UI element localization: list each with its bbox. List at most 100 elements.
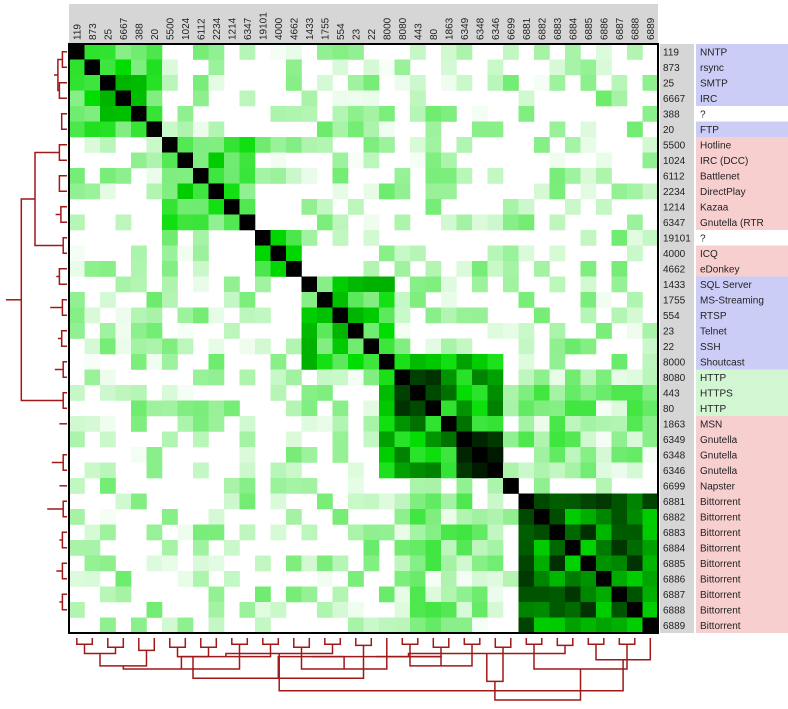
column-dendrogram-link	[494, 669, 582, 701]
heatmap-cell	[394, 509, 411, 525]
heatmap-cell	[332, 400, 349, 417]
heatmap-cell	[425, 462, 442, 479]
row-dendrogram-link	[62, 361, 67, 379]
heatmap-cell	[580, 385, 597, 401]
heatmap-cell	[518, 617, 535, 634]
row-port-label: 6882	[663, 513, 686, 524]
heatmap-cell	[332, 121, 349, 138]
heatmap-cell	[208, 509, 225, 525]
heatmap-cell	[379, 524, 395, 541]
heatmap-cell	[286, 168, 302, 184]
column-port-label: 6112	[196, 18, 207, 40]
heatmap-cell	[394, 431, 411, 448]
heatmap-cell	[286, 431, 302, 448]
heatmap-cell	[379, 354, 395, 370]
protocol-category-background	[696, 323, 788, 339]
heatmap-cell	[394, 261, 411, 277]
column-port-label: 80	[429, 28, 440, 40]
heatmap-cell	[162, 400, 178, 417]
heatmap-cell	[441, 152, 457, 169]
heatmap-cell	[456, 168, 473, 184]
heatmap-cell	[611, 276, 628, 293]
column-dendrogram-link	[138, 638, 156, 652]
heatmap-cell	[456, 509, 473, 525]
row-dendrogram-link	[61, 299, 67, 317]
column-port-label: 2234	[212, 17, 223, 40]
column-port-label: 1024	[181, 17, 192, 40]
heatmap-cell	[100, 385, 116, 401]
heatmap-cell	[239, 307, 256, 324]
column-dendrogram-link	[83, 644, 117, 655]
column-dendrogram-link	[556, 638, 574, 647]
heatmap-cell	[472, 307, 488, 324]
heatmap-cell	[394, 59, 411, 76]
heatmap-cell	[549, 214, 566, 231]
protocol-label: IRC	[700, 94, 717, 105]
heatmap-cell	[131, 617, 147, 634]
heatmap-cell	[348, 90, 364, 107]
heatmap-cell	[611, 385, 628, 401]
column-port-label: 1214	[227, 17, 238, 40]
row-port-label-background	[660, 478, 694, 494]
heatmap-cell	[193, 199, 209, 215]
heatmap-cell	[410, 478, 426, 494]
heatmap-cell	[425, 276, 442, 293]
heatmap-cell	[301, 586, 318, 603]
heatmap-cell	[549, 617, 566, 634]
column-port-label: 4662	[289, 17, 300, 40]
heatmap-cell	[348, 338, 364, 355]
heatmap-cell	[487, 586, 504, 603]
heatmap-cell	[193, 540, 209, 556]
heatmap-cell	[255, 602, 271, 618]
protocol-label: Gnutella (RTR	[700, 218, 764, 229]
heatmap-cell	[487, 602, 504, 618]
heatmap-cell	[441, 338, 457, 355]
heatmap-cell	[394, 400, 411, 417]
column-port-label: 6348	[475, 17, 486, 40]
heatmap-cell	[332, 323, 349, 339]
heatmap-cell	[456, 261, 473, 277]
protocol-category-background	[696, 416, 788, 432]
column-port-label: 6346	[491, 17, 502, 40]
row-port-label-background	[660, 431, 694, 447]
heatmap-cell	[84, 571, 101, 587]
row-dendrogram	[6, 52, 67, 611]
heatmap-cell	[100, 524, 116, 541]
protocol-category-background	[696, 199, 788, 215]
heatmap-cell	[270, 137, 287, 153]
heatmap-cell	[146, 90, 163, 107]
heatmap-cell	[177, 168, 194, 184]
heatmap-cell	[534, 540, 550, 556]
heatmap-cell	[580, 137, 597, 153]
heatmap-cell	[84, 75, 101, 91]
row-port-label: 6884	[663, 544, 686, 555]
heatmap-cell	[642, 431, 659, 448]
heatmap-cell	[472, 509, 488, 525]
heatmap-cell	[441, 168, 457, 184]
heatmap-cell	[332, 509, 349, 525]
heatmap-cell	[193, 369, 209, 386]
row-dendrogram-link	[62, 500, 67, 518]
heatmap-cell	[441, 400, 457, 417]
heatmap-cell	[301, 106, 318, 122]
heatmap-cell	[627, 183, 643, 200]
heatmap-cell	[410, 245, 426, 262]
heatmap-cell	[596, 369, 612, 386]
heatmap-cell	[270, 152, 287, 169]
heatmap-cell	[565, 137, 581, 153]
protocol-category-background	[696, 44, 788, 60]
protocol-category-background	[696, 524, 788, 540]
heatmap-cell	[301, 416, 318, 432]
heatmap-cell	[270, 478, 287, 494]
row-port-label-background	[660, 183, 694, 199]
heatmap-cell	[596, 152, 612, 169]
heatmap-cell	[441, 416, 457, 432]
heatmap-cell	[84, 261, 101, 277]
heatmap-cell	[549, 447, 566, 463]
row-port-label: 6667	[663, 94, 686, 105]
heatmap-cell	[379, 416, 395, 432]
heatmap-cell	[379, 385, 395, 401]
heatmap-cell	[518, 400, 535, 417]
heatmap-cell	[255, 168, 271, 184]
protocol-label: Gnutella	[700, 466, 738, 477]
